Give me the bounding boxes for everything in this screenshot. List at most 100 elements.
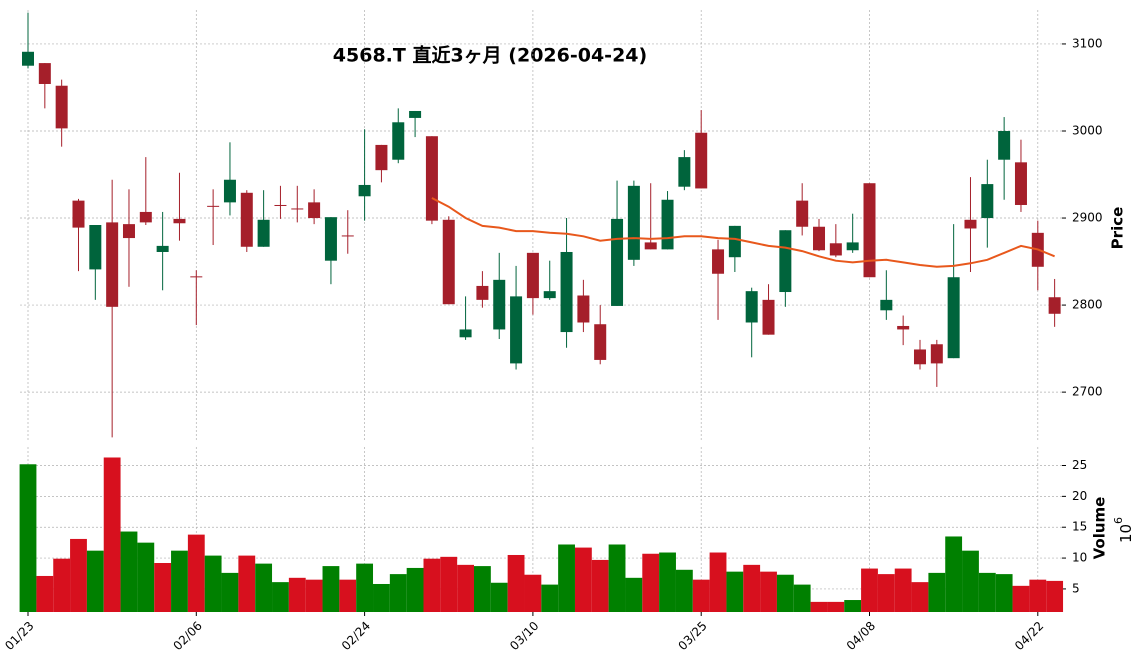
candle-body [425, 136, 438, 221]
y-tick-label: 2700 [1072, 385, 1103, 399]
volume-bar [221, 572, 239, 612]
x-tick-label: 02/06 [171, 619, 205, 653]
volume-bar [120, 531, 138, 612]
volume-bar [558, 544, 575, 612]
volume-bar [204, 555, 222, 612]
volume-bar [608, 544, 626, 612]
volume-bar [490, 582, 508, 612]
candle-body [913, 349, 926, 365]
volume-bar [423, 558, 441, 612]
volume-bar [827, 601, 845, 612]
candle-body [846, 242, 859, 251]
volume-bar [928, 572, 946, 612]
volume-offset: 106 [1112, 517, 1135, 543]
candle-body [223, 179, 236, 203]
candle-body [89, 225, 102, 270]
x-tick-label: 04/22 [1012, 619, 1046, 653]
candle-body [1048, 297, 1061, 314]
candle-body [947, 277, 960, 359]
candle-body [106, 222, 119, 307]
volume-bar [911, 582, 929, 612]
volume-bar [995, 574, 1013, 612]
candle-body [745, 291, 758, 323]
volume-bar [406, 567, 424, 612]
candle-body [1014, 162, 1027, 205]
x-tick-label: 03/25 [675, 619, 709, 653]
volume-bar [945, 536, 963, 612]
volume-bar [373, 583, 390, 612]
chart-title: 4568.T 直近3ヶ月 (2026-04-24) [333, 44, 647, 67]
candle-body [442, 219, 455, 305]
volume-bar [36, 575, 54, 612]
candle-body [409, 110, 422, 118]
x-tick-label: 01/23 [2, 619, 36, 653]
volume-bar [1029, 579, 1047, 612]
volume-bar [86, 550, 104, 612]
x-tick-label: 04/08 [844, 619, 878, 653]
volume-bar [322, 566, 340, 612]
candle-body [257, 219, 270, 247]
volume-bar [743, 564, 761, 612]
volume-bar [154, 563, 172, 612]
candle-body [829, 243, 842, 256]
volume-bar [894, 568, 912, 612]
volume-bar [457, 564, 474, 612]
volume-bar [591, 559, 609, 612]
volume-bar [305, 579, 323, 612]
volume-bar [978, 572, 996, 612]
volume-bar [692, 579, 710, 612]
candle-body [560, 251, 573, 333]
candle-body [998, 130, 1011, 160]
candle-body [476, 285, 489, 300]
volume-bar [642, 553, 660, 612]
y-tick-label: 5 [1072, 581, 1080, 595]
volume-bar [356, 563, 374, 612]
candle-body [712, 249, 725, 274]
y-axis-label: Price [1109, 207, 1127, 250]
volume-bar [70, 538, 87, 612]
y-tick-label: 2800 [1072, 298, 1103, 312]
volume-bar [861, 568, 878, 612]
moving-average-line [431, 197, 1055, 268]
volume-bar [1012, 585, 1030, 612]
candle-body [813, 226, 826, 251]
volume-bar [877, 574, 895, 612]
grid [20, 10, 1062, 612]
volume-bar [793, 584, 811, 612]
candle-body [644, 242, 657, 250]
candle-body [779, 230, 792, 293]
candle-body [526, 252, 539, 299]
candle-body [796, 200, 809, 227]
candle-body [341, 235, 354, 237]
candle-body [139, 211, 152, 223]
candle-body [493, 279, 506, 330]
candle-body [762, 299, 775, 335]
volume-bar [53, 558, 71, 612]
volume-bar [103, 457, 121, 612]
candle-body [38, 63, 51, 84]
volume-bar [339, 579, 357, 612]
x-tick-label: 03/10 [507, 619, 541, 653]
volume-bar [524, 574, 542, 612]
candle-body [240, 192, 253, 247]
volume-bar [171, 550, 188, 612]
candle-body [695, 132, 708, 189]
volume-bar [255, 563, 273, 612]
candle-body [156, 245, 169, 252]
volume-bar [726, 571, 744, 612]
volume-offset-exponent: 6 [1112, 517, 1125, 524]
volume-bar [389, 574, 407, 612]
candle-body [459, 329, 472, 338]
volume-bar [507, 554, 525, 612]
volume-bar [760, 571, 777, 612]
volume-offset-base: 10 [1117, 524, 1135, 543]
candle-body [964, 219, 977, 229]
volume-bar [675, 569, 693, 612]
candle-body [55, 85, 68, 129]
y-tick-label: 2900 [1072, 211, 1103, 225]
candle-body [594, 324, 607, 360]
volume-bar [187, 534, 205, 612]
candle-body [190, 276, 203, 278]
volume-bar [473, 566, 491, 612]
y-tick-label: 20 [1072, 489, 1087, 503]
